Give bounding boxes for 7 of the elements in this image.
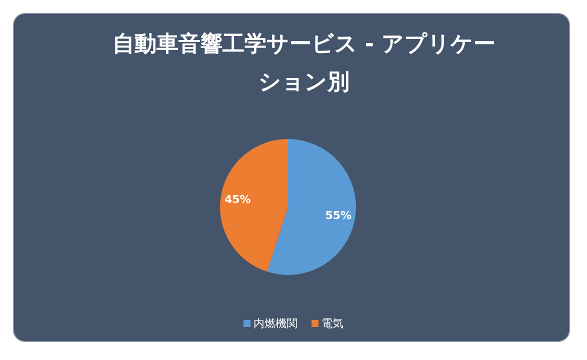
pie-slice: [266, 139, 356, 275]
chart-title: 自動車音響工学サービス - アプリケーション別: [111, 30, 497, 97]
legend-label: 内燃機関: [254, 317, 298, 330]
data-label: 45%: [224, 193, 251, 206]
data-label: 55%: [325, 208, 352, 222]
pie-slice: [220, 139, 288, 272]
legend-label: 電気: [322, 317, 344, 330]
